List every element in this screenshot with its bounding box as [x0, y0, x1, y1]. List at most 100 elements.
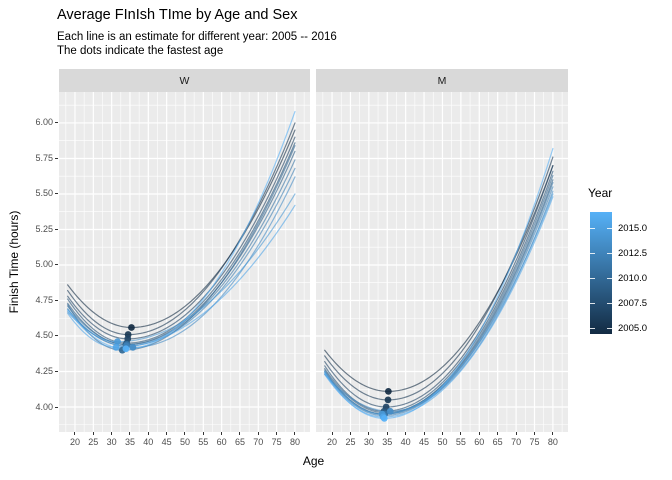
y-tick-mark: [55, 193, 58, 195]
y-tick-label: 4.75: [35, 294, 53, 305]
x-tick-label: 75: [529, 437, 540, 447]
x-tick-mark: [221, 432, 223, 435]
x-tick-label: 70: [253, 437, 264, 447]
x-tick-mark: [239, 432, 241, 435]
x-tick-label: 55: [198, 437, 209, 447]
fastest-age-dot-m-2005: [384, 387, 392, 395]
y-tick-label: 5.75: [35, 152, 53, 163]
y-tick-mark: [55, 228, 58, 230]
facet-strip-m-label: M: [437, 74, 447, 87]
x-tick-label: 80: [289, 437, 300, 447]
facet-strip-w-label: W: [179, 74, 190, 87]
fastest-age-dot-w-2015: [112, 343, 120, 351]
legend-colorbar-tick: [607, 302, 612, 304]
x-tick-label: 60: [474, 437, 485, 447]
x-tick-mark: [534, 432, 535, 435]
x-tick-label: 40: [143, 437, 154, 447]
x-tick-mark: [460, 432, 462, 435]
legend-tick-label: 2012.5: [618, 247, 648, 259]
legend-colorbar-tick: [590, 327, 595, 329]
legend-colorbar-tick: [607, 252, 612, 254]
legend-title: Year: [588, 186, 613, 200]
y-axis-title: Finish Time (hours): [7, 210, 21, 314]
legend-tick-label: 2007.5: [618, 297, 648, 309]
x-tick-label: 70: [511, 437, 522, 447]
trend-line-w-2006: [67, 122, 296, 336]
trend-line-w-2007: [67, 136, 296, 340]
chart-subtitle-line1: Each line is an estimate for different y…: [57, 31, 337, 43]
trend-line-w-2015: [67, 204, 296, 348]
facet-panel-w: [59, 92, 310, 432]
y-tick-mark: [55, 370, 58, 372]
chart-title: Average FInIsh TIme by Age and Sex: [57, 7, 298, 23]
x-tick-mark: [294, 432, 296, 435]
y-tick-label: 4.25: [35, 365, 53, 376]
y-tick-mark: [55, 299, 58, 301]
x-tick-mark: [202, 432, 204, 435]
legend-colorbar-tick: [590, 277, 595, 279]
x-tick-label: 35: [124, 437, 135, 447]
x-tick-label: 65: [492, 437, 503, 447]
y-tick-label: 4.50: [35, 330, 53, 341]
x-tick-label: 45: [419, 437, 430, 447]
x-tick-mark: [368, 432, 370, 435]
fastest-age-dot-m-2013: [386, 407, 394, 415]
trend-line-m-2016: [324, 147, 554, 419]
legend-tick-label: 2010.0: [618, 272, 648, 284]
x-axis-title: Age: [302, 454, 325, 468]
y-tick-mark: [55, 122, 58, 124]
facet-strip-m: M: [316, 69, 568, 92]
x-tick-mark: [184, 432, 186, 435]
x-tick-mark: [147, 432, 149, 435]
x-tick-mark: [515, 432, 517, 435]
fastest-age-dot-m-2006: [384, 396, 392, 404]
x-tick-label: 75: [271, 437, 282, 447]
y-tick-mark: [55, 264, 58, 266]
legend-colorbar-tick: [590, 227, 595, 229]
y-tick-label: 4.00: [35, 401, 53, 412]
x-tick-mark: [257, 432, 259, 435]
x-tick-label: 25: [345, 437, 356, 447]
legend-colorbar-tick: [590, 302, 595, 304]
legend-tick-label: 2015.0: [618, 222, 648, 234]
x-tick-mark: [497, 432, 499, 435]
x-tick-mark: [166, 432, 168, 435]
x-tick-mark: [74, 432, 76, 435]
fastest-age-dot-w-2016: [122, 345, 130, 353]
x-tick-label: 20: [69, 437, 80, 447]
x-tick-label: 55: [455, 437, 466, 447]
x-tick-label: 30: [106, 437, 117, 447]
x-tick-mark: [478, 432, 480, 435]
x-tick-label: 80: [547, 437, 558, 447]
y-tick-mark: [55, 157, 58, 159]
x-tick-label: 65: [234, 437, 245, 447]
x-tick-mark: [129, 432, 131, 435]
y-tick-mark: [55, 406, 58, 408]
x-tick-mark: [386, 432, 388, 435]
x-tick-mark: [405, 432, 407, 435]
x-tick-label: 30: [363, 437, 374, 447]
fastest-age-dot-m-2016: [380, 414, 388, 422]
x-tick-mark: [331, 432, 333, 435]
legend-colorbar: [590, 212, 612, 334]
x-tick-label: 50: [179, 437, 190, 447]
x-tick-label: 35: [382, 437, 393, 447]
legend-colorbar-tick: [607, 227, 612, 229]
facet-panel-m: [316, 92, 568, 432]
x-tick-label: 25: [88, 437, 99, 447]
trend-line-m-2007: [324, 164, 554, 408]
x-tick-mark: [423, 432, 425, 435]
legend-colorbar-tick: [590, 252, 595, 254]
trend-line-w-2005: [67, 129, 296, 329]
legend-colorbar-tick: [607, 327, 612, 329]
x-tick-label: 50: [437, 437, 448, 447]
y-tick-label: 5.50: [35, 188, 53, 199]
x-tick-label: 60: [216, 437, 227, 447]
y-tick-label: 5.00: [35, 259, 53, 270]
y-tick-mark: [55, 335, 58, 337]
x-tick-label: 20: [327, 437, 338, 447]
x-tick-mark: [552, 432, 554, 435]
x-tick-mark: [441, 432, 443, 435]
legend-colorbar-tick: [607, 277, 612, 279]
